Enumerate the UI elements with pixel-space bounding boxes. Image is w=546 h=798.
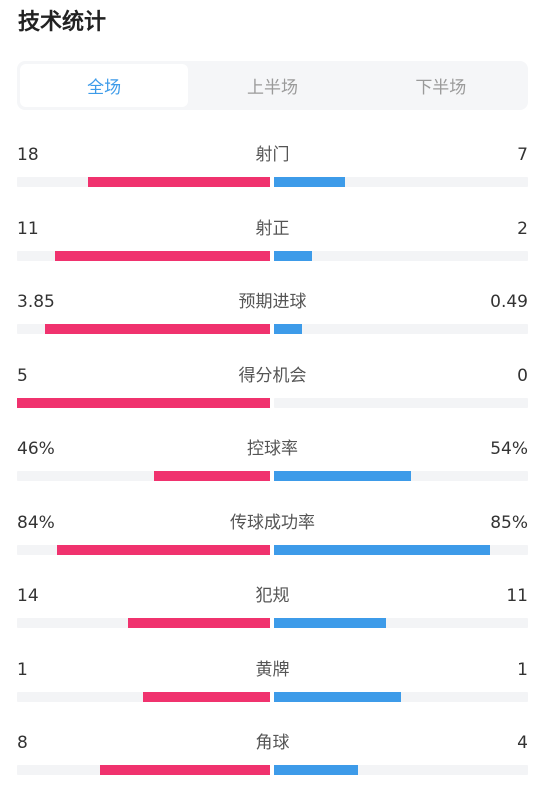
stat-row-fouls: 14 犯规 11 (17, 584, 528, 628)
home-bar-track (17, 692, 270, 702)
tab-first-half[interactable]: 上半场 (246, 78, 298, 98)
away-bar-track (274, 765, 528, 775)
stat-row-corners: 8 角球 4 (17, 731, 528, 775)
period-tabs: 全场 上半场 下半场 (17, 61, 528, 110)
away-bar (274, 545, 490, 555)
away-bar-track (274, 177, 528, 187)
stat-label: 传球成功率 (230, 513, 315, 533)
home-bar (45, 324, 270, 334)
away-bar-track (274, 471, 528, 481)
home-bar (143, 692, 270, 702)
home-value: 46% (17, 439, 55, 459)
home-value: 8 (17, 733, 28, 753)
home-bar-track (17, 471, 270, 481)
stat-label: 射门 (255, 145, 290, 165)
away-value: 11 (506, 586, 528, 606)
home-bar-track (17, 765, 270, 775)
stat-row-shots: 18 射门 7 (17, 143, 528, 187)
away-bar-track (274, 251, 528, 261)
away-bar (274, 765, 358, 775)
away-bar (274, 324, 302, 334)
away-value: 0.49 (490, 292, 528, 312)
home-value: 18 (17, 145, 39, 165)
away-bar (274, 692, 401, 702)
home-bar-track (17, 618, 270, 628)
home-bar (17, 398, 270, 408)
home-bar-track (17, 177, 270, 187)
away-bar-track (274, 398, 528, 408)
away-value: 1 (517, 660, 528, 680)
away-bar-track (274, 618, 528, 628)
stat-row-expected-goals: 3.85 预期进球 0.49 (17, 290, 528, 334)
home-bar-track (17, 251, 270, 261)
stat-label: 得分机会 (238, 366, 307, 386)
stat-row-possession: 46% 控球率 54% (17, 437, 528, 481)
home-bar-track (17, 545, 270, 555)
page-title: 技术统计 (18, 10, 107, 35)
stat-label: 控球率 (247, 439, 298, 459)
away-bar-track (274, 545, 528, 555)
stat-label: 预期进球 (238, 292, 307, 312)
tab-full-match[interactable]: 全场 (20, 64, 189, 107)
stat-label: 角球 (255, 733, 290, 753)
stat-label: 黄牌 (255, 660, 290, 680)
home-value: 11 (17, 219, 39, 239)
home-value: 14 (17, 586, 39, 606)
home-bar (128, 618, 270, 628)
stat-label: 犯规 (255, 586, 290, 606)
away-value: 85% (490, 513, 528, 533)
home-value: 3.85 (17, 292, 55, 312)
away-value: 54% (490, 439, 528, 459)
home-bar (57, 545, 270, 555)
stat-label: 射正 (255, 219, 290, 239)
away-bar-track (274, 692, 528, 702)
home-bar (154, 471, 270, 481)
away-value: 4 (517, 733, 528, 753)
stat-row-shots-on-target: 11 射正 2 (17, 217, 528, 261)
away-bar (274, 618, 386, 628)
home-bar (55, 251, 270, 261)
stat-row-scoring-chances: 5 得分机会 0 (17, 364, 528, 408)
home-bar-track (17, 398, 270, 408)
away-bar (274, 177, 345, 187)
home-bar (88, 177, 270, 187)
tab-second-half[interactable]: 下半场 (415, 78, 467, 98)
away-bar-track (274, 324, 528, 334)
home-value: 1 (17, 660, 28, 680)
away-value: 7 (517, 145, 528, 165)
away-value: 2 (517, 219, 528, 239)
home-bar-track (17, 324, 270, 334)
home-bar (100, 765, 270, 775)
stat-row-yellow-cards: 1 黄牌 1 (17, 658, 528, 702)
away-value: 0 (517, 366, 528, 386)
home-value: 84% (17, 513, 55, 533)
away-bar (274, 471, 411, 481)
away-bar (274, 251, 312, 261)
home-value: 5 (17, 366, 28, 386)
stat-row-pass-accuracy: 84% 传球成功率 85% (17, 511, 528, 555)
